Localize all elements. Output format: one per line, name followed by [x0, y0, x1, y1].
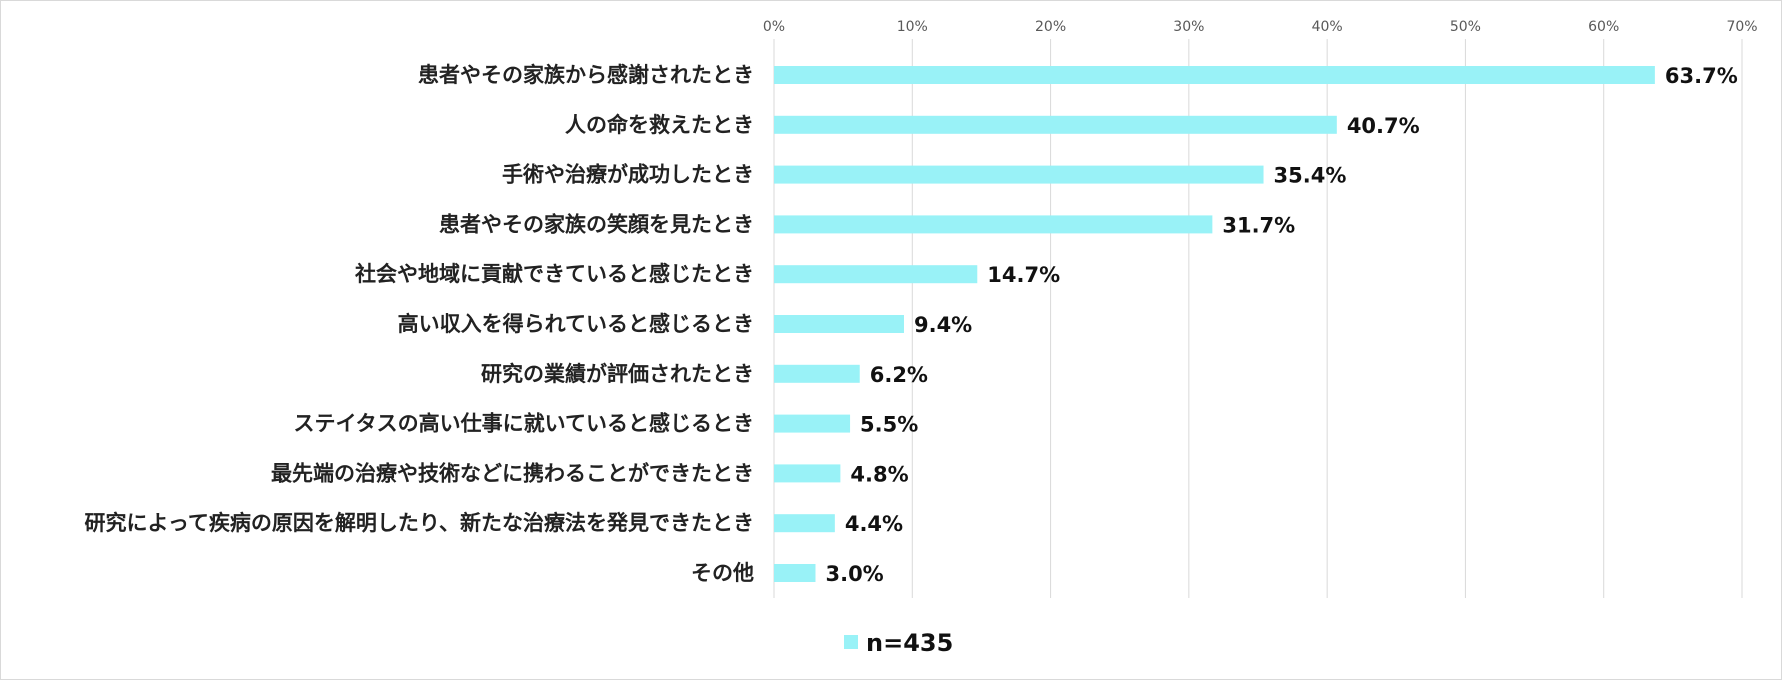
bar: [774, 364, 860, 383]
legend: n=435: [844, 629, 953, 657]
value-label: 31.7%: [1222, 213, 1295, 237]
bar: [774, 115, 1337, 134]
value-label: 4.4%: [845, 512, 903, 536]
x-tick-label: 50%: [1450, 19, 1481, 35]
bar: [774, 564, 816, 582]
value-label: 4.8%: [850, 462, 908, 486]
value-label: 6.2%: [870, 363, 928, 387]
bar: [774, 165, 1264, 184]
bar: [774, 66, 1655, 84]
legend-swatch: [844, 635, 858, 649]
value-label: 9.4%: [914, 313, 972, 337]
category-label: 手術や治療が成功したとき: [502, 163, 754, 187]
x-tick-label: 0%: [763, 19, 785, 35]
x-tick-label: 10%: [897, 19, 928, 35]
category-label: 患者やその家族から感謝されたとき: [418, 63, 754, 87]
bar: [774, 414, 851, 433]
category-label: 研究の業績が評価されたとき: [481, 362, 754, 386]
bar-series: [774, 66, 1655, 582]
bar: [774, 464, 841, 483]
value-label: 40.7%: [1347, 114, 1420, 138]
category-label: ステイタスの高い仕事に就いていると感じるとき: [293, 412, 754, 436]
x-tick-label: 30%: [1173, 19, 1204, 35]
category-label: その他: [691, 561, 754, 585]
category-label: 人の命を救えたとき: [565, 113, 754, 137]
x-tick-label: 20%: [1035, 19, 1066, 35]
legend-label: n=435: [866, 629, 953, 657]
bar: [774, 514, 835, 533]
category-label: 研究によって疾病の原因を解明したり、新たな治療法を発見できたとき: [85, 511, 754, 535]
value-labels: 63.7% 40.7% 35.4% 31.7% 14.7% 9.4% 6.2% 5.5% 4.8…: [825, 64, 1737, 586]
category-label: 高い収入を得られていると感じるとき: [398, 312, 754, 336]
x-tick-label: 40%: [1312, 19, 1343, 35]
bar: [774, 265, 978, 284]
x-tick-label: 70%: [1726, 19, 1757, 35]
value-label: 5.5%: [860, 413, 918, 437]
bar: [774, 315, 904, 333]
value-label: 63.7%: [1665, 64, 1738, 88]
category-labels: 患者やその家族から感謝されたとき人の命を救えたとき手術や治療が成功したとき患者や…: [85, 63, 754, 585]
value-label: 3.0%: [825, 562, 883, 586]
value-label: 35.4%: [1274, 164, 1347, 188]
value-label: 14.7%: [987, 263, 1060, 287]
category-label: 最先端の治療や技術などに携わることができたとき: [271, 461, 754, 485]
x-axis-ticks: 0% 10% 20% 30% 40% 50% 60% 70%: [763, 19, 1758, 35]
category-label: 社会や地域に貢献できていると感じたとき: [354, 262, 754, 286]
x-tick-label: 60%: [1588, 19, 1619, 35]
category-label: 患者やその家族の笑顔を見たとき: [439, 212, 754, 236]
bar: [774, 215, 1213, 234]
